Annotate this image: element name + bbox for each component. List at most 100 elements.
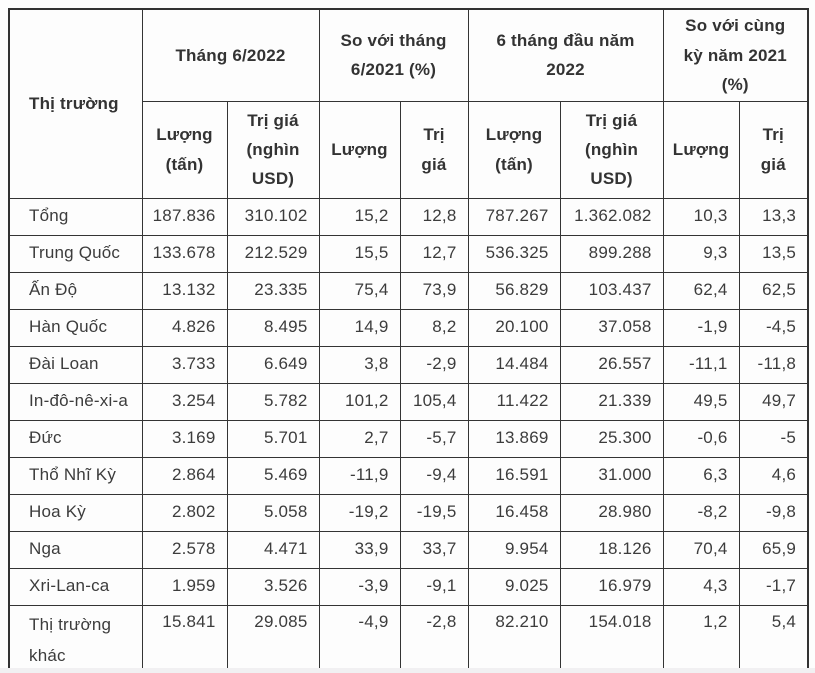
cell-value: 103.437 bbox=[559, 271, 664, 310]
group-header-first-6-months-2022: 6 tháng đầu năm 2022 bbox=[467, 8, 664, 102]
cell-value: -4,9 bbox=[318, 604, 401, 673]
cell-value: 2.802 bbox=[141, 493, 228, 532]
cell-value: 10,3 bbox=[662, 197, 740, 236]
cell-value: 21.339 bbox=[559, 382, 664, 421]
sub-header-line: Lượng bbox=[485, 125, 543, 145]
cell-value: 4,3 bbox=[662, 567, 740, 606]
cell-value: -11,9 bbox=[318, 456, 401, 495]
cell-value: -2,8 bbox=[399, 604, 469, 673]
cell-value: 536.325 bbox=[467, 234, 561, 273]
sub-header-line: giá bbox=[760, 154, 786, 174]
sub-header-line: Trị bbox=[762, 125, 784, 145]
cell-value: 8,2 bbox=[399, 308, 469, 347]
cell-value: -5 bbox=[738, 419, 809, 458]
sub-header-value-pct-yoy: Trị giá bbox=[738, 100, 809, 199]
cell-value: 899.288 bbox=[559, 234, 664, 273]
cell-value: 62,4 bbox=[662, 271, 740, 310]
cell-value: -3,9 bbox=[318, 567, 401, 606]
table-row: Đài Loan 3.733 6.649 3,8 -2,9 14.484 26.… bbox=[8, 345, 809, 384]
cell-value: 82.210 bbox=[467, 604, 561, 673]
sub-header-line: Trị giá bbox=[247, 110, 299, 130]
cell-market: Hàn Quốc bbox=[8, 308, 143, 347]
cell-value: 1,2 bbox=[662, 604, 740, 673]
cell-value: 1.959 bbox=[141, 567, 228, 606]
cell-value: 31.000 bbox=[559, 456, 664, 495]
cell-value: 9.025 bbox=[467, 567, 561, 606]
header-group-row: Thị trường Tháng 6/2022 So với tháng 6/2… bbox=[8, 8, 809, 199]
cell-value: 56.829 bbox=[467, 271, 561, 310]
cell-value: 3.254 bbox=[141, 382, 228, 421]
table-row: Xri-Lan-ca 1.959 3.526 -3,9 -9,1 9.025 1… bbox=[8, 567, 809, 606]
cell-market: In-đô-nê-xi-a bbox=[8, 382, 143, 421]
cell-value: 70,4 bbox=[662, 530, 740, 569]
cell-value: 212.529 bbox=[226, 234, 320, 273]
group-header-vs-same-period-2021: So với cùng kỳ năm 2021 (%) bbox=[662, 8, 809, 102]
export-markets-table: Thị trường Tháng 6/2022 So với tháng 6/2… bbox=[8, 8, 810, 673]
cell-value: 2.578 bbox=[141, 530, 228, 569]
group-header-line: 6/2021 (%) bbox=[350, 60, 437, 80]
cell-value: 5.782 bbox=[226, 382, 320, 421]
cell-market: Tổng bbox=[8, 197, 143, 236]
cell-value: 5,4 bbox=[738, 604, 809, 673]
cell-value: 13,5 bbox=[738, 234, 809, 273]
cell-value: 16.979 bbox=[559, 567, 664, 606]
cell-value: -9,1 bbox=[399, 567, 469, 606]
cell-value: 2,7 bbox=[318, 419, 401, 458]
cell-value: 15,2 bbox=[318, 197, 401, 236]
cell-value: 5.058 bbox=[226, 493, 320, 532]
cell-value: 23.335 bbox=[226, 271, 320, 310]
cell-market: Ấn Độ bbox=[8, 271, 143, 310]
cell-market: Thị trường khác bbox=[8, 604, 143, 673]
cell-value: 3.169 bbox=[141, 419, 228, 458]
cell-value: 13.869 bbox=[467, 419, 561, 458]
cell-value: -11,8 bbox=[738, 345, 809, 384]
table-row: Hoa Kỳ 2.802 5.058 -19,2 -19,5 16.458 28… bbox=[8, 493, 809, 532]
table-row: Hàn Quốc 4.826 8.495 14,9 8,2 20.100 37.… bbox=[8, 308, 809, 347]
group-header-line: Tháng 6/2022 bbox=[175, 45, 286, 65]
cell-value: 187.836 bbox=[141, 197, 228, 236]
sub-header-volume-tons: Lượng (tấn) bbox=[141, 100, 228, 199]
cell-value: -19,5 bbox=[399, 493, 469, 532]
cell-value: 154.018 bbox=[559, 604, 664, 673]
cell-value: 18.126 bbox=[559, 530, 664, 569]
cell-value: 25.300 bbox=[559, 419, 664, 458]
cell-value: -19,2 bbox=[318, 493, 401, 532]
cell-value: 6.649 bbox=[226, 345, 320, 384]
sub-header-line: Trị bbox=[423, 125, 445, 145]
sub-header-volume-tons-6m: Lượng (tấn) bbox=[467, 100, 561, 199]
cell-value: 16.458 bbox=[467, 493, 561, 532]
sub-header-value-usd-6m: Trị giá (nghìn USD) bbox=[559, 100, 664, 199]
table-row: Thổ Nhĩ Kỳ 2.864 5.469 -11,9 -9,4 16.591… bbox=[8, 456, 809, 495]
cell-value: 75,4 bbox=[318, 271, 401, 310]
corner-header-market: Thị trường bbox=[8, 8, 143, 199]
cell-value: 787.267 bbox=[467, 197, 561, 236]
sub-header-line: Lượng bbox=[672, 139, 730, 159]
cell-value: 310.102 bbox=[226, 197, 320, 236]
sub-header-value-usd: Trị giá (nghìn USD) bbox=[226, 100, 320, 199]
cell-value: -4,5 bbox=[738, 308, 809, 347]
cell-value: 4,6 bbox=[738, 456, 809, 495]
sub-header-line: Lượng bbox=[156, 125, 213, 145]
sub-header-volume-pct-yoy: Lượng bbox=[662, 100, 740, 199]
sub-header-line: (nghìn bbox=[246, 139, 300, 159]
cell-value: 101,2 bbox=[318, 382, 401, 421]
cell-value: 15.841 bbox=[141, 604, 228, 673]
sub-header-volume-pct: Lượng bbox=[318, 100, 401, 199]
sub-header-line: Lượng bbox=[331, 139, 388, 159]
cell-market: Xri-Lan-ca bbox=[8, 567, 143, 606]
cell-value: 14.484 bbox=[467, 345, 561, 384]
cell-value: 16.591 bbox=[467, 456, 561, 495]
group-header-line: kỳ năm 2021 bbox=[683, 45, 787, 65]
group-header-line: 6 tháng đầu năm bbox=[496, 31, 635, 51]
sub-header-line: Trị giá bbox=[585, 110, 638, 130]
table-row: Trung Quốc 133.678 212.529 15,5 12,7 536… bbox=[8, 234, 809, 273]
cell-market: Thổ Nhĩ Kỳ bbox=[8, 456, 143, 495]
cell-value: -2,9 bbox=[399, 345, 469, 384]
cell-value: 4.826 bbox=[141, 308, 228, 347]
sub-header-line: (nghìn bbox=[584, 139, 639, 159]
cell-value: 3.733 bbox=[141, 345, 228, 384]
cell-value: 133.678 bbox=[141, 234, 228, 273]
group-header-month-2022: Tháng 6/2022 bbox=[141, 8, 320, 102]
cell-value: 28.980 bbox=[559, 493, 664, 532]
group-header-line: So với tháng bbox=[340, 31, 447, 51]
